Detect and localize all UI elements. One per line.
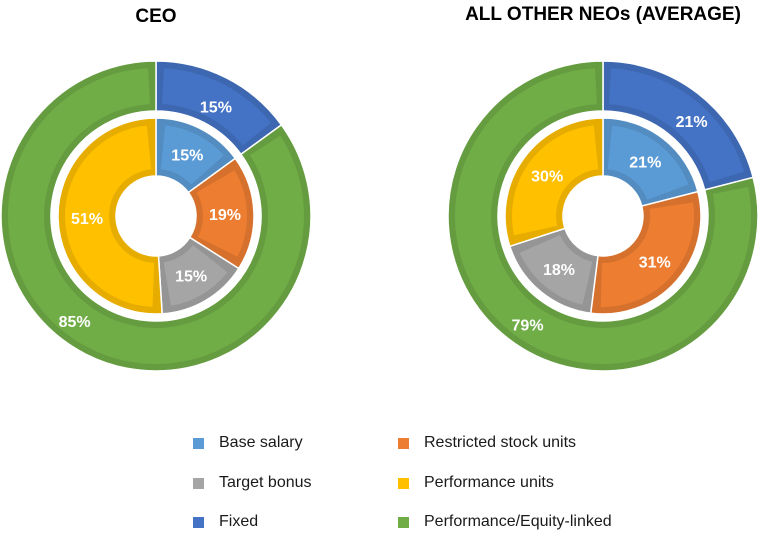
neo-inner-segment-face-performance-units — [511, 125, 599, 236]
ceo-inner-segment-face-base-salary — [160, 125, 224, 185]
neo-outer-label-performance-equity-linked: 79% — [512, 317, 544, 334]
legend-item-base-salary: Base salary — [193, 434, 303, 452]
ceo-outer-label-fixed: 15% — [200, 99, 232, 116]
legend-label-base-salary: Base salary — [219, 434, 303, 451]
legend-item-target-bonus: Target bonus — [193, 474, 312, 492]
legend-swatch-restricted-stock-units — [398, 437, 409, 449]
neo-inner-label-target-bonus: 18% — [543, 262, 575, 279]
neo-outer-label-fixed: 21% — [676, 114, 708, 131]
ceo-inner-label-target-bonus: 15% — [175, 268, 207, 285]
neo-inner-segment-face-restricted-stock-units — [600, 202, 694, 307]
legend-label-fixed: Fixed — [219, 513, 259, 530]
neo-outer-segment-performance-equity-linked — [447, 60, 759, 372]
legend-swatch-fixed — [193, 516, 204, 528]
legend-swatch-base-salary — [193, 437, 204, 449]
neo-outer-segment-face-fixed — [609, 68, 745, 183]
legend-swatch-target-bonus — [193, 477, 204, 489]
ceo-inner-segment-face-performance-units — [65, 125, 155, 307]
neo-chart-title: ALL OTHER NEOs (AVERAGE) — [465, 4, 741, 25]
legend-swatch-performance-equity-linked — [398, 516, 409, 528]
neo-inner-label-restricted-stock-units: 31% — [639, 255, 671, 272]
legend-label-performance-units: Performance units — [424, 474, 554, 491]
legend-item-fixed: Fixed — [193, 513, 258, 531]
neo-donut-chart: 21% 79% 21% 31% 18% 30% — [447, 60, 759, 372]
ceo-chart-title: CEO — [135, 6, 176, 27]
ceo-donut-chart: 15% 85% 15% 19% 15% 51% — [0, 60, 312, 372]
ceo-inner-label-base-salary: 15% — [171, 148, 203, 165]
legend-item-performance-units: Performance units — [398, 474, 554, 492]
neo-inner-segment-face-target-bonus — [519, 234, 593, 305]
neo-inner-label-performance-units: 30% — [531, 168, 563, 185]
ceo-outer-segment-performance-equity-linked — [0, 60, 312, 372]
ceo-outer-segment-face-fixed — [162, 68, 271, 146]
ceo-inner-segment-face-target-bonus — [163, 245, 228, 306]
ceo-inner-segment-face-restricted-stock-units — [196, 170, 248, 257]
charts-svg: CEO ALL OTHER NEOs (AVERAGE) 15% 85% 15% 19… — [0, 4, 759, 372]
legend-swatch-performance-units — [398, 477, 409, 489]
legend-label-performance-equity-linked: Performance/Equity-linked — [424, 513, 612, 530]
ceo-outer-label-performance-equity-linked: 85% — [59, 314, 91, 331]
ceo-inner-label-performance-units: 51% — [71, 211, 103, 228]
ceo-donut-hole — [117, 177, 195, 255]
legend-label-restricted-stock-units: Restricted stock units — [424, 434, 577, 451]
ceo-inner-label-restricted-stock-units: 19% — [209, 207, 241, 224]
neo-donut-hole — [564, 177, 642, 255]
legend-item-restricted-stock-units: Restricted stock units — [398, 434, 576, 452]
neo-inner-segment-face-base-salary — [607, 125, 689, 200]
legend-item-performance-equity-linked: Performance/Equity-linked — [398, 513, 612, 531]
neo-inner-label-base-salary: 21% — [629, 154, 661, 171]
legend-label-target-bonus: Target bonus — [219, 474, 312, 491]
